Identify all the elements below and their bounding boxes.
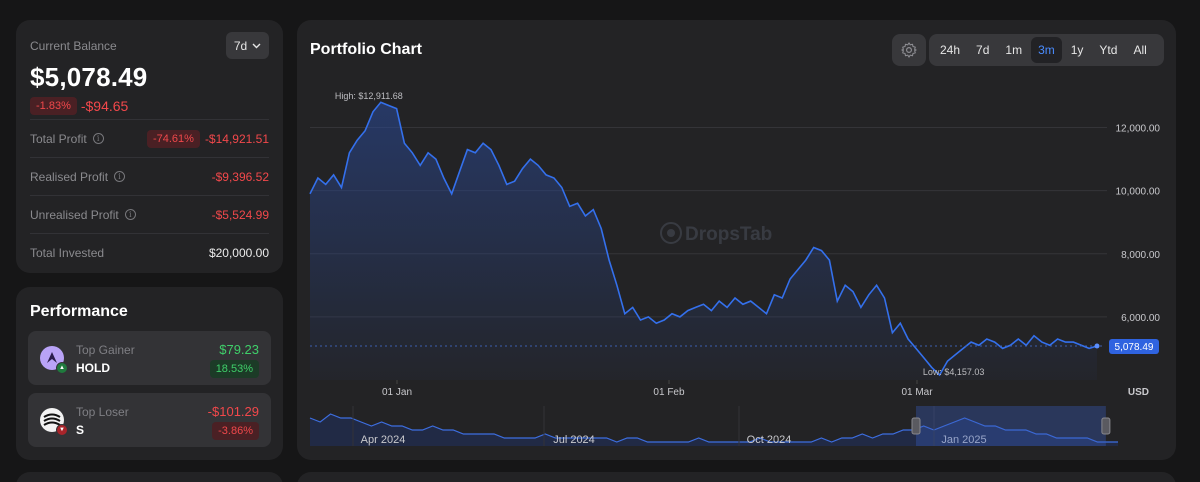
info-icon[interactable]: i — [114, 171, 126, 182]
top-gainer-amount: $79.23 — [219, 342, 259, 357]
unrealised-profit-value: -$5,524.99 — [211, 207, 269, 222]
top-loser-pct: -3.86% — [212, 422, 259, 440]
x-tick-label: 01 Jan — [382, 387, 412, 398]
period-select[interactable]: 7d — [226, 32, 269, 59]
balance-change: -1.83% -$94.65 — [30, 97, 128, 115]
y-tick-label: 12,000.00 — [1116, 124, 1161, 135]
bottom-card-right — [297, 472, 1176, 482]
high-label: High: $12,911.68 — [335, 91, 403, 101]
performance-title: Performance — [30, 303, 128, 320]
unrealised-profit-row: Unrealised Profit i -$5,524.99 — [30, 195, 269, 233]
top-gainer-symbol: HOLD — [76, 361, 110, 375]
top-gainer-item[interactable]: ▲ Top Gainer HOLD $79.23 18.53% — [28, 331, 271, 385]
bottom-card-left — [16, 472, 283, 482]
x-tick-label: 01 Mar — [901, 387, 933, 398]
timeframe-all-button[interactable]: All — [1133, 43, 1147, 57]
top-loser-symbol: S — [76, 423, 85, 437]
info-icon[interactable]: i — [92, 133, 104, 144]
total-profit-pct: -74.61% — [146, 129, 200, 148]
chevron-down-icon — [252, 43, 261, 48]
currency-label: USD — [1128, 387, 1149, 398]
performance-card: Performance ▲ Top Gainer HOLD $79.23 18.… — [16, 287, 283, 460]
period-select-value: 7d — [233, 38, 248, 53]
chart-settings-button[interactable] — [892, 34, 926, 66]
total-invested-label: Total Invested — [30, 245, 105, 260]
dropstab-watermark: DropsTab — [660, 222, 772, 245]
low-label: Low: $4,157.03 — [923, 367, 985, 377]
navigator-left-handle[interactable] — [911, 417, 921, 435]
total-profit-label: Total Profit — [30, 131, 87, 146]
navigator-label: Jan 2025 — [941, 434, 986, 446]
info-icon[interactable]: i — [124, 209, 136, 220]
total-invested-value: $20,000.00 — [208, 245, 269, 260]
navigator-label: Oct 2024 — [747, 434, 792, 446]
timeframe-7d-button[interactable]: 7d — [976, 43, 990, 57]
top-gainer-label: Top Gainer — [76, 343, 135, 357]
portfolio-area-fill — [310, 102, 1097, 381]
y-tick-label: 6,000.00 — [1121, 313, 1160, 324]
hold-token-logo — [40, 346, 64, 370]
navigator-right-handle[interactable] — [1101, 417, 1111, 435]
y-tick-label: 8,000.00 — [1121, 250, 1160, 261]
timeframe-3m-button[interactable]: 3m — [1031, 37, 1062, 63]
arrow-down-icon: ▼ — [56, 424, 68, 436]
timeframe-24h-button[interactable]: 24h — [940, 43, 961, 57]
gear-icon — [901, 42, 917, 58]
top-loser-item[interactable]: ▼ Top Loser S -$101.29 -3.86% — [28, 393, 271, 447]
top-gainer-pct: 18.53% — [209, 360, 259, 378]
y-tick-label: 10,000.00 — [1116, 187, 1161, 198]
chart-title: Portfolio Chart — [310, 41, 422, 58]
navigator-label: Jul 2024 — [553, 434, 595, 446]
balance-value: $5,078.49 — [30, 62, 148, 92]
current-value-badge — [1109, 338, 1159, 354]
current-balance-label: Current Balance — [30, 39, 117, 53]
arrow-up-icon: ▲ — [56, 362, 68, 374]
portfolio-chart[interactable]: 12,000.00 10,000.00 8,000.00 6,000.00 Drops… — [297, 20, 1176, 460]
navigator-line — [309, 413, 1118, 443]
realised-profit-label: Realised Profit — [30, 169, 109, 184]
current-point — [1094, 343, 1100, 349]
timeframe-1m-button[interactable]: 1m — [1005, 43, 1023, 57]
unrealised-profit-label: Unrealised Profit — [30, 207, 119, 222]
navigator-label: Apr 2024 — [361, 434, 406, 446]
timeframe-ytd-button[interactable]: Ytd — [1099, 43, 1118, 57]
realised-profit-value: -$9,396.52 — [211, 169, 269, 184]
balance-change-amount: -$94.65 — [80, 98, 129, 114]
top-loser-amount: -$101.29 — [207, 404, 259, 419]
x-tick-label: 01 Feb — [653, 387, 685, 398]
timeframe-selector: 24h 7d 1m 3m 1y Ytd All — [929, 34, 1164, 66]
total-profit-row: Total Profit i -74.61% -$14,921.51 — [30, 119, 269, 157]
portfolio-chart-card: Portfolio Chart 24h 7d 1m 3m 1y Ytd All 12,000… — [297, 20, 1176, 460]
total-invested-row: Total Invested $20,000.00 — [30, 233, 269, 271]
balance-card: Current Balance 7d $5,078.49 -1.83% -$94… — [16, 20, 283, 273]
top-loser-label: Top Loser — [76, 405, 129, 419]
total-profit-value: -$14,921.51 — [204, 131, 269, 146]
watermark-text: DropsTab — [685, 224, 772, 245]
realised-profit-row: Realised Profit i -$9,396.52 — [30, 157, 269, 195]
timeframe-1y-button[interactable]: 1y — [1070, 43, 1084, 57]
current-value-label: 5,078.49 — [1115, 342, 1154, 353]
balance-change-pct: -1.83% — [30, 97, 77, 115]
navigator-window[interactable] — [916, 406, 1106, 446]
